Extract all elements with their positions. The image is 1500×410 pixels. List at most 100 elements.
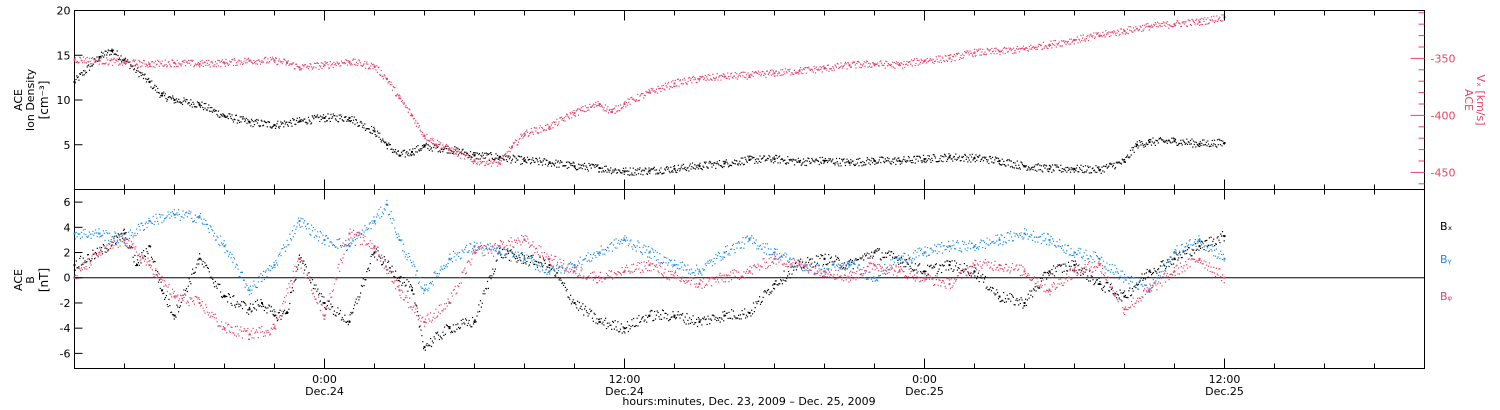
bx-sample [325, 308, 328, 310]
density-sample [276, 123, 278, 125]
density-sample [447, 145, 449, 147]
vx-sample [699, 75, 701, 78]
bx-sample [249, 303, 251, 305]
vx-sample [243, 60, 245, 62]
bx-sample [507, 250, 509, 252]
vx-sample [445, 145, 447, 147]
bx-sample [486, 280, 489, 283]
density-sample [906, 159, 908, 162]
bx-sample [926, 275, 928, 277]
bx-sample [535, 261, 538, 263]
vx-sample [1204, 17, 1206, 19]
vx-sample [797, 72, 799, 74]
vx-sample [914, 65, 916, 67]
bx-sample [1008, 298, 1010, 300]
density-sample [1013, 167, 1015, 169]
bx-sample [894, 256, 896, 258]
density-sample [529, 163, 532, 165]
by-sample [188, 210, 190, 212]
bx-sample [188, 278, 190, 280]
bx-sample [104, 247, 106, 249]
density-sample [346, 119, 349, 121]
by-sample [247, 289, 249, 291]
by-sample [127, 238, 129, 240]
bx-sample [404, 285, 406, 287]
density-sample [104, 50, 106, 52]
bx-sample [291, 287, 293, 289]
density-sample [1129, 149, 1132, 151]
bx-sample [458, 326, 460, 328]
density-sample [163, 91, 165, 93]
density-sample [241, 116, 243, 118]
bx-sample [441, 338, 443, 340]
vx-sample [937, 61, 939, 63]
by-sample [308, 227, 310, 230]
density-sample [1115, 162, 1117, 164]
bx-sample [164, 297, 167, 299]
vx-sample [592, 103, 595, 105]
bx-sample [937, 270, 939, 273]
bx-sample [845, 265, 847, 267]
density-sample [311, 115, 313, 117]
bx-sample [922, 270, 924, 272]
bx-sample [779, 283, 781, 285]
density-sample [94, 58, 96, 60]
density-sample [638, 168, 640, 171]
density-sample [571, 165, 574, 167]
bx-sample [277, 312, 279, 314]
bx-sample [1218, 239, 1220, 241]
vx-point [1048, 43, 1051, 46]
bx-sample [756, 303, 758, 305]
density-sample [202, 109, 205, 111]
density-sample [207, 107, 209, 109]
density-sample [265, 121, 267, 124]
density-sample [674, 170, 676, 172]
density-sample [1069, 171, 1072, 173]
bx-sample [1023, 305, 1025, 307]
bx-sample [1026, 299, 1028, 301]
vx-sample [613, 108, 615, 110]
bx-sample [915, 269, 917, 271]
density-sample [871, 157, 873, 159]
by-point [773, 251, 776, 254]
density-sample [937, 160, 940, 163]
vx-sample [619, 104, 622, 106]
density-sample [616, 172, 619, 174]
density-sample [1034, 169, 1036, 171]
by-sample [332, 244, 335, 246]
vx-sample [850, 66, 853, 68]
bx-sample [755, 301, 757, 303]
bx-sample [276, 320, 279, 322]
density-sample [472, 153, 474, 156]
density-sample [278, 127, 280, 129]
density-sample [886, 157, 889, 159]
vx-sample [1045, 44, 1047, 47]
bx-point [136, 264, 138, 267]
density-sample [939, 158, 941, 160]
bx-sample [400, 275, 402, 278]
vx-sample [639, 95, 641, 97]
density-sample [1223, 143, 1225, 145]
bx-sample [705, 318, 707, 320]
density-sample [883, 160, 885, 162]
by-sample [129, 237, 131, 240]
by-sample [129, 229, 132, 231]
vx-sample [628, 98, 631, 100]
vx-sample [532, 131, 534, 133]
vx-point [573, 112, 576, 115]
bx-sample [377, 250, 379, 252]
density-sample [1107, 166, 1109, 168]
vx-sample [557, 123, 559, 125]
density-sample [1006, 160, 1008, 162]
bx-sample [207, 267, 209, 269]
vx-sample [73, 60, 76, 62]
bx-sample [278, 312, 280, 314]
vx-sample [106, 57, 108, 59]
vx-sample [560, 116, 562, 118]
bx-sample [667, 314, 669, 316]
vx-sample [405, 104, 407, 107]
bx-sample [1175, 252, 1177, 254]
bx-sample [886, 252, 888, 254]
bx-sample [899, 262, 902, 264]
density-sample [673, 165, 676, 167]
